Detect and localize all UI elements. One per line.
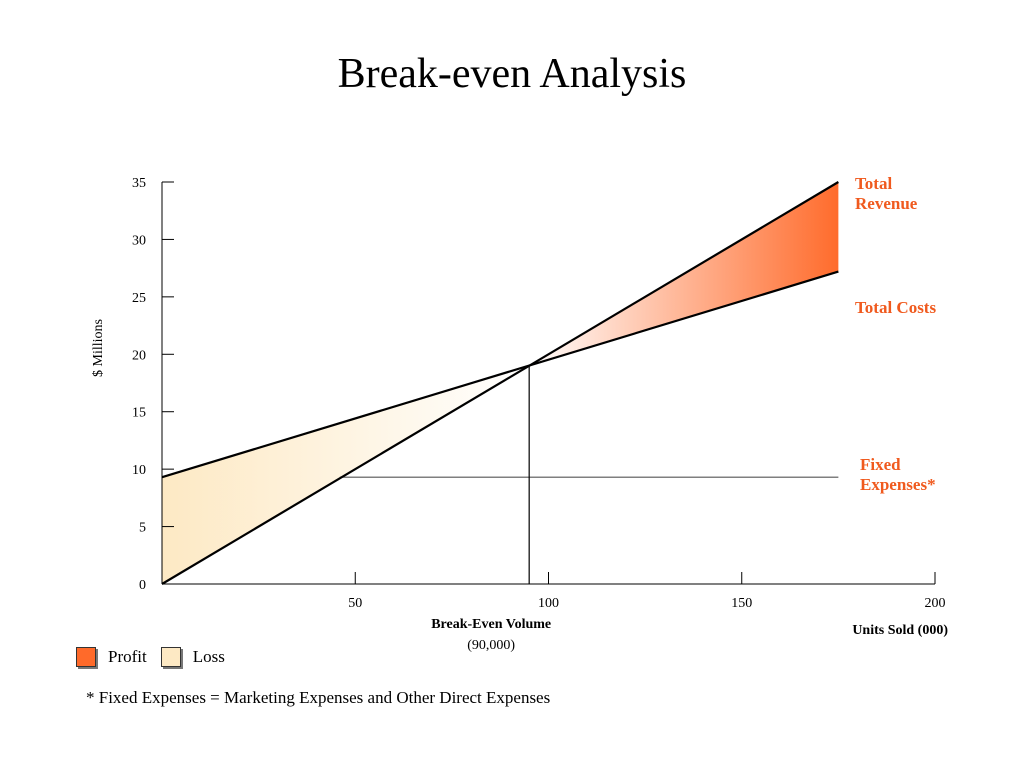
- total-revenue-label: Revenue: [855, 194, 918, 213]
- y-tick-label: 5: [139, 521, 146, 536]
- y-tick-label: 20: [132, 348, 146, 363]
- y-tick-label: 35: [132, 176, 146, 191]
- fixed-expenses-label: Expenses*: [860, 475, 936, 494]
- legend-label-profit: Profit: [108, 647, 147, 666]
- y-tick-label: 15: [132, 406, 146, 421]
- legend-swatch-profit: [76, 647, 96, 667]
- footnote: * Fixed Expenses = Marketing Expenses an…: [86, 688, 551, 707]
- x-tick-label: 50: [348, 596, 362, 611]
- x-tick-label: 200: [925, 596, 946, 611]
- total-costs-label: Total Costs: [855, 298, 936, 317]
- legend: Profit Loss: [76, 647, 239, 667]
- legend-swatch-loss: [160, 647, 181, 667]
- y-tick-label: 25: [132, 291, 146, 306]
- break-even-sublabel: (90,000): [467, 638, 515, 653]
- x-tick-label: 100: [538, 596, 559, 611]
- break-even-label: Break-Even Volume: [431, 617, 551, 632]
- x-axis-title: Units Sold (000): [852, 623, 948, 638]
- total-revenue-line: [161, 181, 839, 585]
- fixed-expenses-label: Fixed: [860, 455, 901, 474]
- y-axis-title: $ Millions: [91, 319, 106, 377]
- chart-title: Break-even Analysis: [337, 51, 687, 97]
- total-revenue-label: Total: [855, 174, 892, 193]
- legend-label-loss: Loss: [192, 647, 225, 666]
- total-costs-line: [161, 270, 839, 479]
- y-tick-label: 0: [139, 578, 146, 593]
- x-tick-label: 150: [731, 596, 752, 611]
- y-tick-label: 30: [132, 233, 146, 248]
- y-tick-label: 10: [132, 463, 146, 478]
